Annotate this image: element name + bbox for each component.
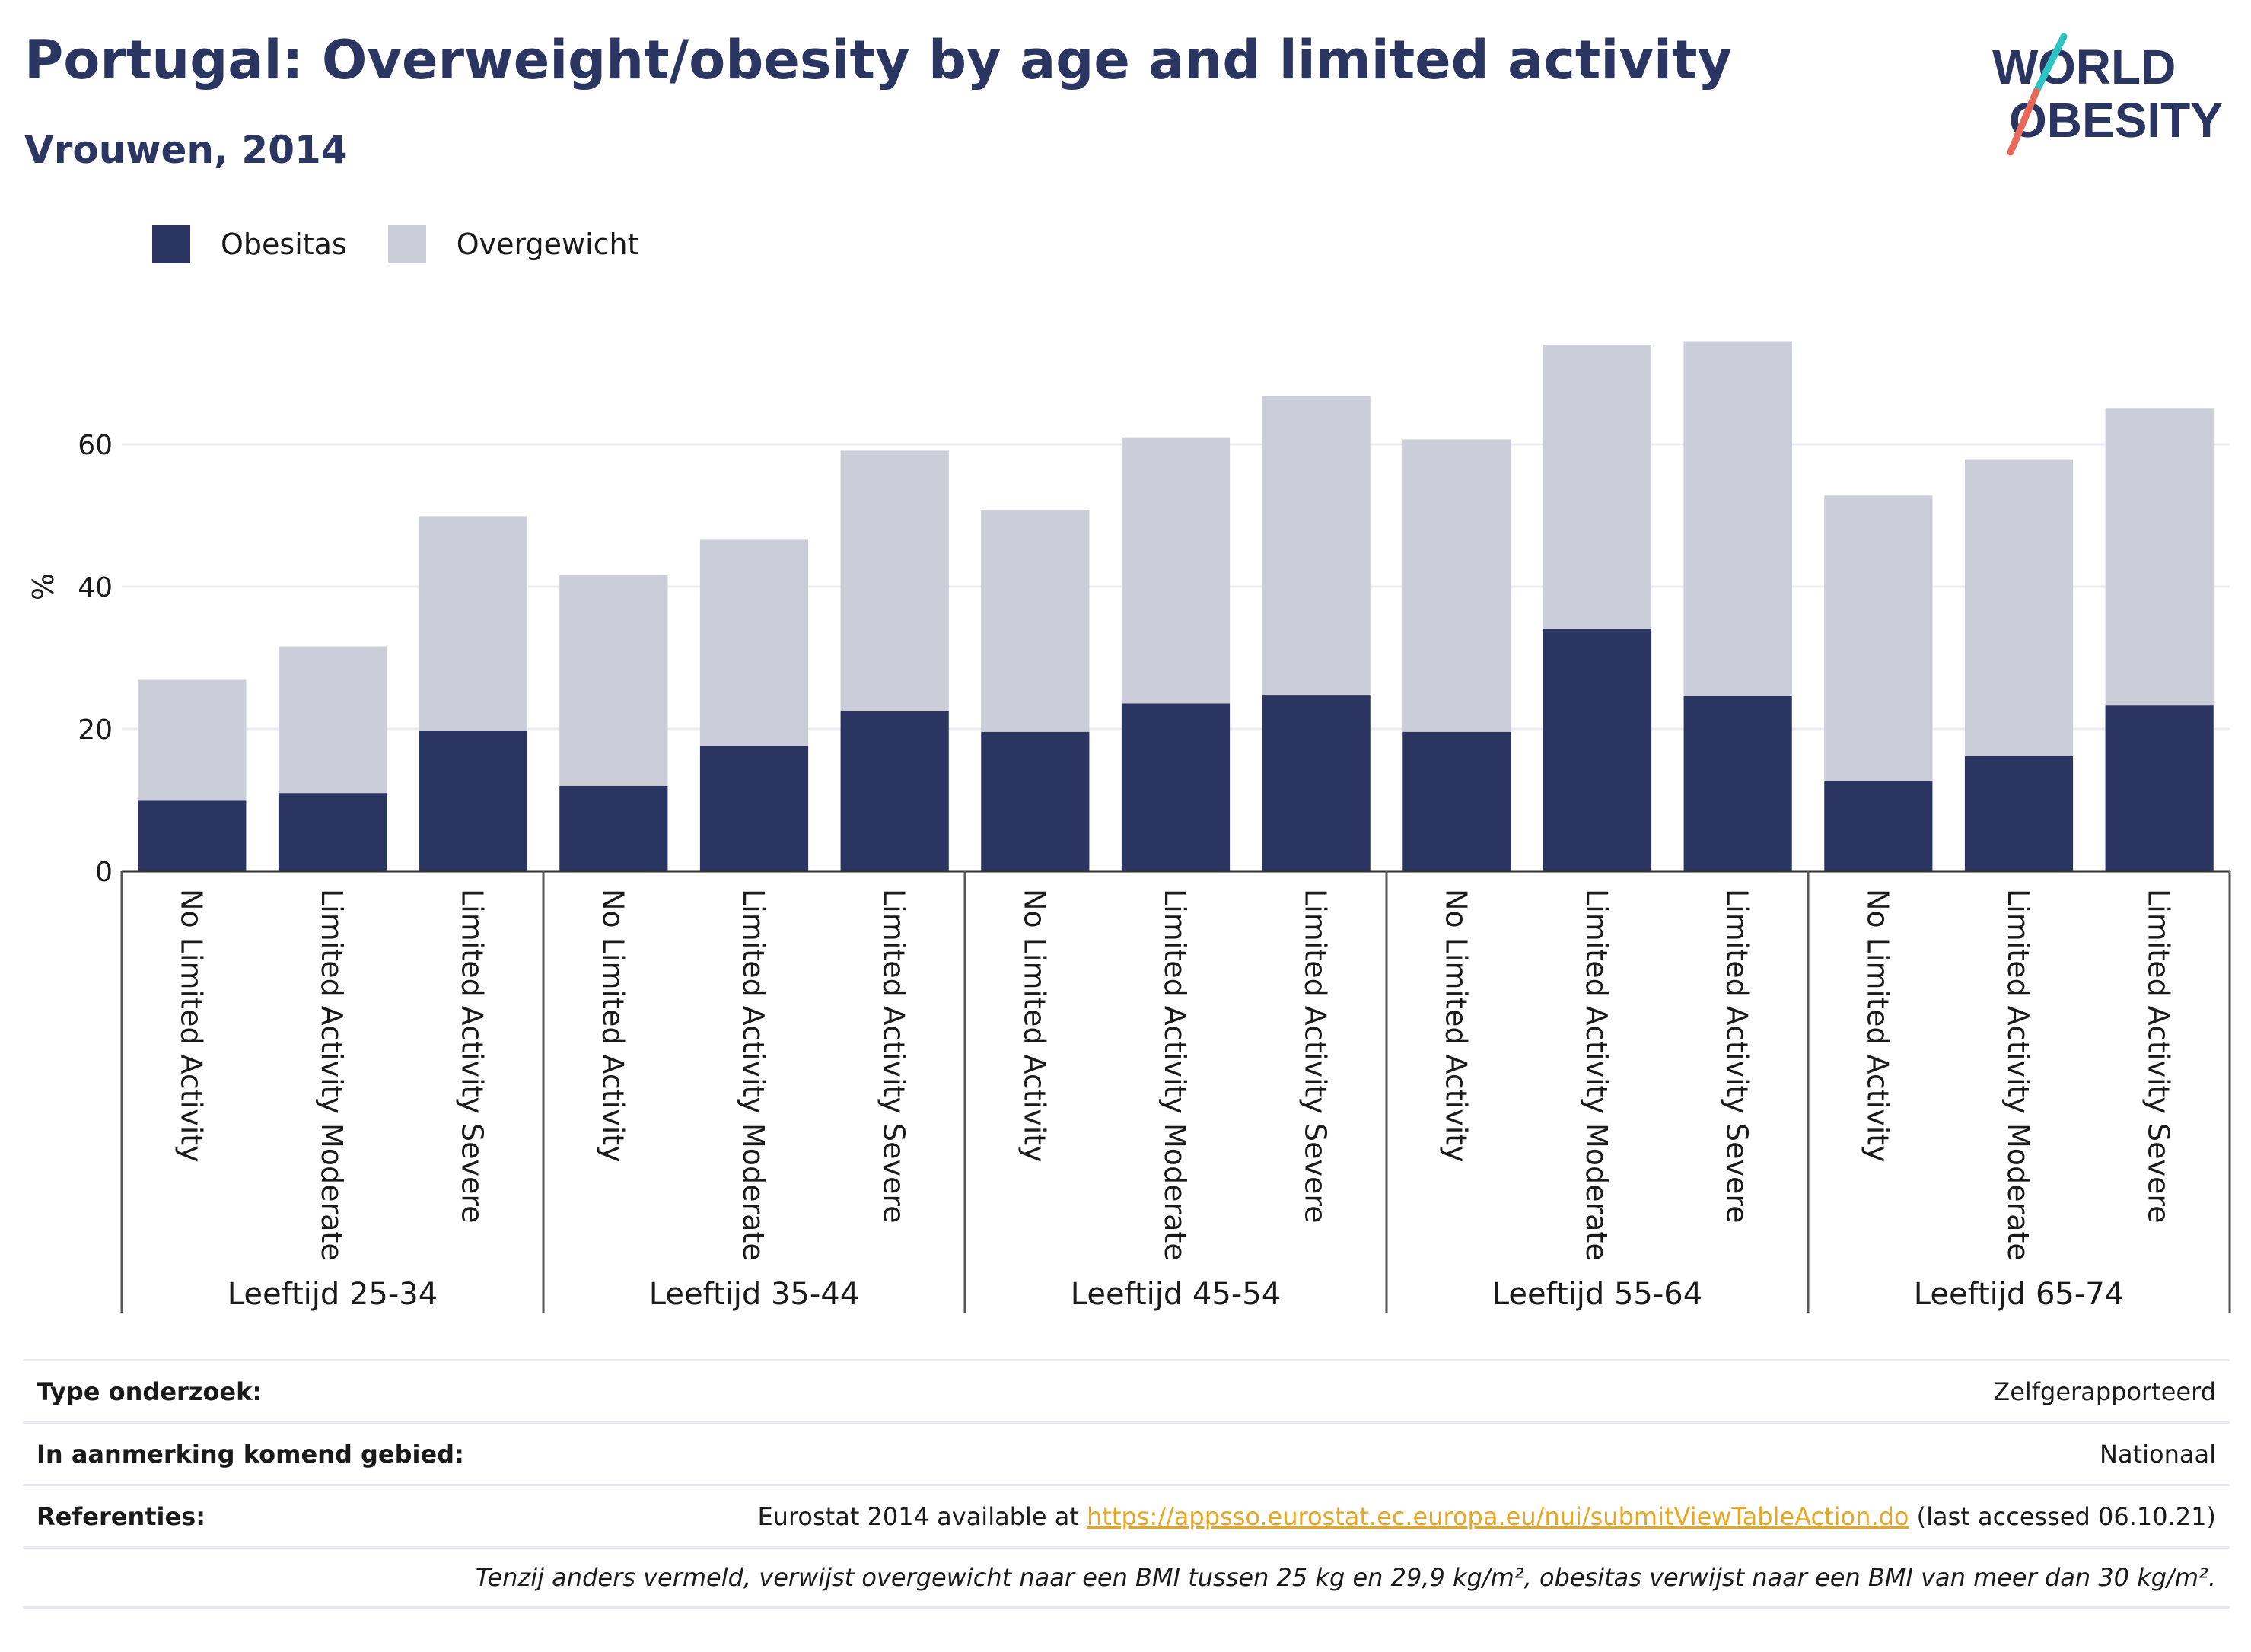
bar-overgewicht <box>278 646 387 794</box>
bar-obesitas <box>981 731 1090 871</box>
bar-overgewicht <box>699 539 809 746</box>
info-row-area: In aanmerking komend gebied: Nationaal <box>23 1421 2230 1484</box>
chart-legend: Obesitas Overgewicht <box>152 225 680 263</box>
x-tick-label: Limited Activity Moderate <box>2001 889 2035 1261</box>
bar-obesitas <box>699 746 809 871</box>
bar-obesitas <box>840 711 949 871</box>
bar-obesitas <box>1683 695 1792 871</box>
svg-text:OBESITY: OBESITY <box>2009 93 2223 148</box>
bar-overgewicht <box>1262 396 1371 696</box>
bar-overgewicht <box>559 575 668 786</box>
x-tick-label: No Limited Activity <box>174 889 208 1163</box>
info-table: Type onderzoek: Zelfgerapporteerd In aan… <box>23 1359 2230 1609</box>
bar-overgewicht <box>1964 459 2074 756</box>
group-label: Leeftijd 45-54 <box>1071 1277 1281 1312</box>
area-label: In aanmerking komend gebied: <box>37 1439 464 1469</box>
bar-obesitas <box>1262 695 1371 871</box>
reference-suffix: (last accessed 06.10.21) <box>1909 1501 2216 1531</box>
bar-obesitas <box>1543 629 1652 871</box>
group-label: Leeftijd 35-44 <box>649 1277 859 1312</box>
info-row-type: Type onderzoek: Zelfgerapporteerd <box>23 1359 2230 1421</box>
x-tick-label: No Limited Activity <box>1861 889 1894 1163</box>
x-tick-label: Limited Activity Moderate <box>315 889 349 1261</box>
legend-label-obesitas: Obesitas <box>221 228 347 261</box>
y-tick-label: 0 <box>95 857 113 888</box>
legend-item-overgewicht: Overgewicht <box>387 225 639 263</box>
bar-overgewicht <box>1683 341 1792 696</box>
page-title: Portugal: Overweight/obesity by age and … <box>24 29 1733 91</box>
y-tick-label: 60 <box>78 430 113 461</box>
bar-overgewicht <box>419 516 527 731</box>
world-obesity-logo: W ORLD OBESITY <box>1992 33 2223 156</box>
x-tick-label: No Limited Activity <box>1017 889 1051 1163</box>
type-label: Type onderzoek: <box>37 1377 263 1406</box>
bar-overgewicht <box>2105 408 2214 706</box>
bar-obesitas <box>559 785 668 871</box>
bar-obesitas <box>419 730 527 871</box>
references-label: Referenties: <box>37 1501 206 1531</box>
info-row-note: Tenzij anders vermeld, verwijst overgewi… <box>23 1546 2230 1609</box>
references-value: Eurostat 2014 available at https://appss… <box>757 1502 2216 1531</box>
y-tick-label: 40 <box>78 572 113 603</box>
group-label: Leeftijd 25-34 <box>228 1277 438 1312</box>
group-label: Leeftijd 55-64 <box>1492 1277 1702 1312</box>
bar-overgewicht <box>1121 437 1231 704</box>
x-tick-label: Limited Activity Moderate <box>1580 889 1613 1261</box>
bar-obesitas <box>1964 756 2074 871</box>
info-row-references: Referenties: Eurostat 2014 available at … <box>23 1484 2230 1546</box>
bar-obesitas <box>1121 703 1231 871</box>
stacked-bar-chart: 0 20 40 60% No Limited Activity Limited Activ… <box>27 341 2231 1313</box>
group-label: Leeftijd 65-74 <box>1914 1277 2124 1312</box>
bar-overgewicht <box>1402 439 1511 732</box>
x-tick-label: Limited Activity Severe <box>1721 889 1754 1224</box>
bar-obesitas <box>278 793 387 871</box>
reference-prefix: Eurostat 2014 available at <box>757 1501 1087 1531</box>
bmi-note: Tenzij anders vermeld, verwijst overgewi… <box>475 1563 2216 1592</box>
x-tick-label: No Limited Activity <box>1439 889 1473 1163</box>
bar-overgewicht <box>840 450 949 711</box>
reference-link[interactable]: https://appsso.eurostat.ec.europa.eu/nui… <box>1087 1501 1909 1531</box>
bar-overgewicht <box>1543 345 1652 629</box>
legend-swatch-obesitas <box>152 225 190 263</box>
y-tick-label: 20 <box>78 715 113 746</box>
bar-overgewicht <box>1824 495 1933 781</box>
bar-obesitas <box>138 800 247 871</box>
x-tick-label: Limited Activity Moderate <box>1158 889 1192 1261</box>
page-subtitle: Vrouwen, 2014 <box>24 128 348 172</box>
y-axis-label: % <box>27 573 60 600</box>
x-tick-label: Limited Activity Moderate <box>737 889 770 1261</box>
legend-swatch-overgewicht <box>387 225 426 263</box>
bar-obesitas <box>1402 731 1511 871</box>
legend-item-obesitas: Obesitas <box>152 225 347 263</box>
x-tick-label: No Limited Activity <box>596 889 629 1163</box>
type-value: Zelfgerapporteerd <box>1993 1377 2216 1406</box>
bar-obesitas <box>1824 781 1933 871</box>
bar-overgewicht <box>138 679 247 801</box>
x-tick-label: Limited Activity Severe <box>2142 889 2176 1224</box>
legend-label-overgewicht: Overgewicht <box>456 228 639 261</box>
svg-text:W: W <box>1992 40 2039 94</box>
x-tick-label: Limited Activity Severe <box>456 889 489 1224</box>
bar-overgewicht <box>981 510 1090 732</box>
bar-obesitas <box>2105 705 2214 871</box>
area-value: Nationaal <box>2100 1439 2216 1469</box>
x-tick-label: Limited Activity Severe <box>877 889 911 1224</box>
x-tick-label: Limited Activity Severe <box>1299 889 1332 1224</box>
